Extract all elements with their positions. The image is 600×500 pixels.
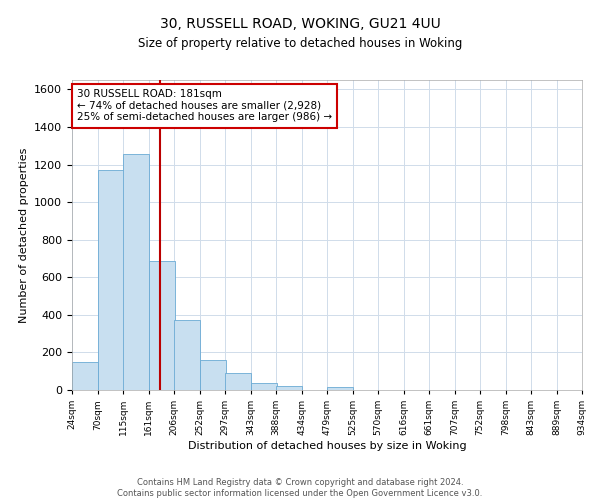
Y-axis label: Number of detached properties: Number of detached properties: [19, 148, 29, 322]
Bar: [72, 362, 98, 390]
Bar: [123, 154, 149, 390]
Bar: [251, 384, 277, 390]
Bar: [327, 387, 353, 390]
Bar: [276, 386, 302, 390]
Text: 30, RUSSELL ROAD, WOKING, GU21 4UU: 30, RUSSELL ROAD, WOKING, GU21 4UU: [160, 18, 440, 32]
Bar: [98, 170, 124, 390]
Bar: [200, 360, 226, 390]
Text: Contains HM Land Registry data © Crown copyright and database right 2024.
Contai: Contains HM Land Registry data © Crown c…: [118, 478, 482, 498]
X-axis label: Distribution of detached houses by size in Woking: Distribution of detached houses by size …: [188, 441, 466, 451]
Text: Size of property relative to detached houses in Woking: Size of property relative to detached ho…: [138, 38, 462, 51]
Bar: [225, 373, 251, 390]
Bar: [174, 320, 200, 390]
Bar: [149, 262, 175, 390]
Text: 30 RUSSELL ROAD: 181sqm
← 74% of detached houses are smaller (2,928)
25% of semi: 30 RUSSELL ROAD: 181sqm ← 74% of detache…: [77, 90, 332, 122]
